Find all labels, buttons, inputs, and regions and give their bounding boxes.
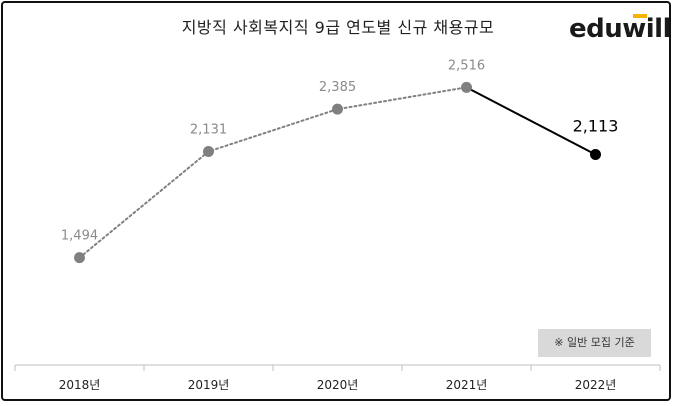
chart-title: 지방직 사회복지직 9급 연도별 신규 채용규모 [181,18,495,37]
footnote-badge: ※ 일반 모집 기준 [538,329,651,357]
logo-accent-bar [633,14,647,18]
x-tick-label: 2022년 [575,378,617,392]
x-tick-label: 2021년 [446,378,488,392]
data-label: 2,113 [573,117,619,136]
data-point [461,81,472,93]
data-label: 2,385 [319,80,356,95]
data-label: 2,516 [448,58,485,73]
x-tick-label: 2019년 [188,378,230,392]
data-label: 2,131 [190,123,227,138]
data-point [74,252,85,264]
data-point [590,149,601,160]
series-line-dotted [78,86,468,259]
data-point [203,146,214,157]
eduwill-logo: eduwill [569,14,672,44]
data-label: 1,494 [61,229,98,244]
x-tick-label: 2020년 [317,378,359,392]
data-point [332,103,343,115]
series-line-solid [466,86,596,156]
x-tick-label: 2018년 [59,378,101,392]
